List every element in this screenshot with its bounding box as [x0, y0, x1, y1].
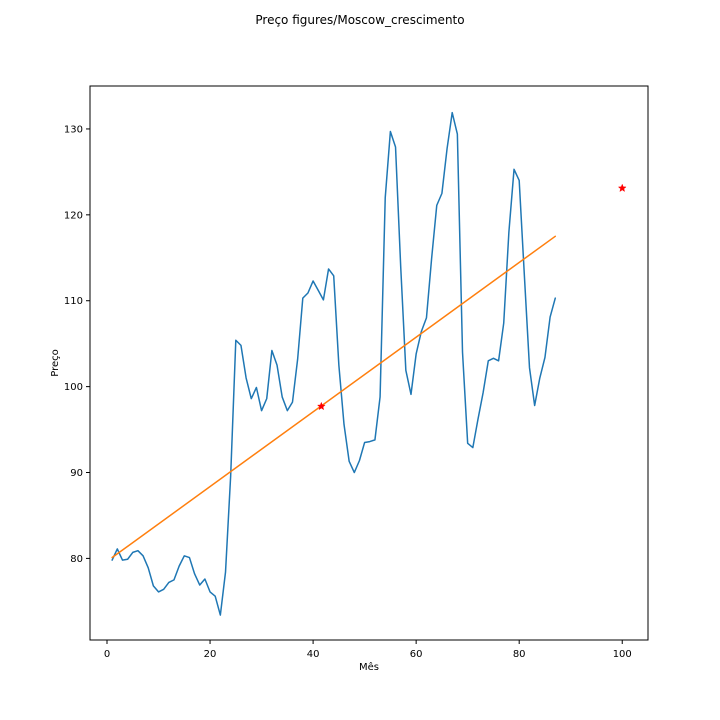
trend-line: [111, 235, 557, 559]
y-tick-label: 120: [64, 210, 83, 221]
y-tick-label: 90: [70, 468, 83, 479]
y-axis-label: Preço: [50, 349, 61, 377]
x-tick-label: 0: [104, 649, 110, 660]
x-axis-label: Mês: [359, 661, 379, 673]
y-tick-label: 100: [64, 382, 83, 393]
axes-frame: [89, 85, 649, 641]
x-tick-label: 40: [307, 649, 320, 660]
y-tick-label: 130: [64, 124, 83, 135]
x-tick-label: 100: [613, 649, 632, 660]
x-tick-label: 80: [513, 649, 526, 660]
star-marker: [316, 401, 326, 411]
y-tick-label: 110: [64, 296, 83, 307]
star-marker: [617, 183, 627, 193]
y-axis: 80 90 100 110 120 130: [64, 124, 90, 565]
price-series-line: [111, 111, 557, 616]
x-tick-label: 20: [204, 649, 217, 660]
x-axis: 0 20 40 60 80 100: [104, 640, 632, 660]
plot-area: [111, 111, 627, 616]
x-tick-label: 60: [410, 649, 423, 660]
chart-title: Preço figures/Moscow_crescimento: [255, 13, 464, 27]
y-tick-label: 80: [70, 554, 83, 565]
